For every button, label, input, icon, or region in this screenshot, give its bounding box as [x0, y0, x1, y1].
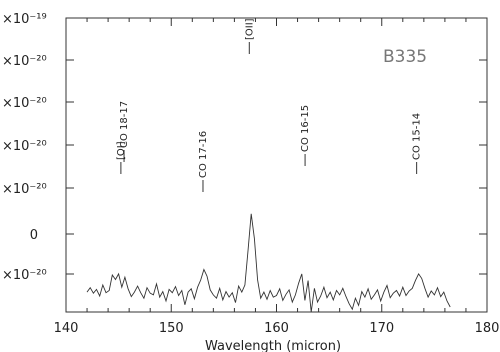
line-annotations: CO 18-17[OI] CO 17-16 [OII] CO 16-15 CO 15-1…: [116, 18, 423, 192]
line-label: CO 18-17: [119, 101, 130, 148]
series-layer: [86, 213, 451, 313]
y-tick-label: ×10⁻²⁰: [2, 96, 47, 111]
line-label: CO 17-16: [198, 131, 209, 178]
x-axis-title: Wavelength (micron): [205, 339, 341, 352]
y-tick-label: ×10⁻²⁰: [2, 54, 47, 69]
x-tick-label: 150: [159, 321, 184, 336]
axis-ticks: [65, 17, 488, 312]
y-tick-label: ×10⁻²⁰: [2, 139, 47, 154]
y-tick-label: ×10⁻¹⁹: [2, 12, 47, 27]
line-label: CO 16-15: [300, 105, 311, 152]
x-tick-label: 140: [54, 321, 79, 336]
x-tick-label: 180: [475, 321, 500, 336]
line-label: CO 15-14: [412, 113, 423, 160]
line-label: [OI]: [116, 141, 127, 160]
y-tick-label: ×10⁻²⁰: [2, 268, 47, 283]
x-tick-label: 160: [264, 321, 289, 336]
spectrum-line: [86, 213, 451, 313]
y-tick-label: ×10⁻²⁰: [2, 182, 47, 197]
x-tick-label: 170: [369, 321, 394, 336]
object-label: B335: [383, 47, 427, 67]
line-label: [OII]: [244, 18, 255, 40]
tick-labels: 140 150 160 170 180 ×10⁻¹⁹ ×10⁻²⁰ ×10⁻²⁰ ×10⁻²⁰ ×…: [2, 12, 499, 336]
y-tick-label: 0: [30, 228, 38, 243]
